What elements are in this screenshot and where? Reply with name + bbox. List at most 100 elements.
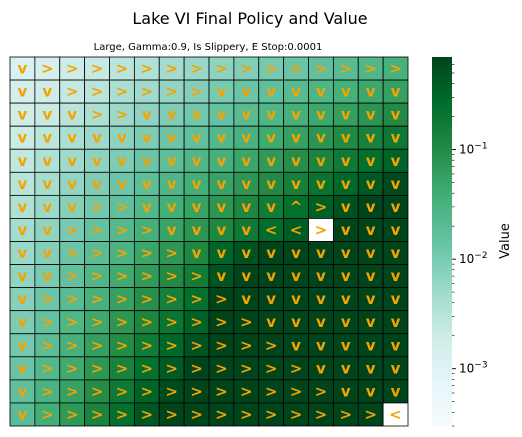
policy-arrow: v (391, 129, 401, 147)
policy-arrow: > (66, 336, 79, 354)
policy-arrow: v (291, 290, 301, 308)
policy-arrow: > (41, 313, 54, 331)
policy-arrow: v (142, 106, 152, 124)
policy-arrow: v (167, 175, 177, 193)
colorbar-tick-label: 10−2 (459, 251, 488, 266)
policy-arrow: > (215, 359, 228, 377)
policy-arrow: > (190, 359, 203, 377)
policy-arrow: > (91, 244, 104, 262)
policy-arrow: v (192, 198, 202, 216)
policy-arrow: > (41, 405, 54, 423)
policy-arrow: v (192, 175, 202, 193)
policy-arrow: > (141, 60, 154, 78)
policy-arrow: > (66, 405, 79, 423)
policy-arrow: > (91, 106, 104, 124)
policy-arrow: > (91, 336, 104, 354)
policy-arrow: > (41, 359, 54, 377)
policy-arrow: > (41, 60, 54, 78)
policy-arrow: > (116, 106, 129, 124)
policy-arrow: > (116, 382, 129, 400)
policy-arrow: > (165, 83, 178, 101)
policy-arrow: v (167, 129, 177, 147)
policy-arrow: > (190, 313, 203, 331)
policy-arrow: v (192, 106, 202, 124)
policy-arrow: > (190, 267, 203, 285)
policy-arrow: v (117, 175, 127, 193)
policy-arrow: v (67, 152, 77, 170)
policy-arrow: v (241, 198, 251, 216)
policy-arrow: > (190, 405, 203, 423)
policy-arrow: v (18, 83, 28, 101)
policy-arrow: > (315, 198, 328, 216)
policy-arrow: > (141, 244, 154, 262)
policy-arrow: > (66, 290, 79, 308)
policy-arrow: v (266, 83, 276, 101)
policy-arrow: v (192, 244, 202, 262)
policy-arrow: > (190, 336, 203, 354)
policy-arrow: v (67, 129, 77, 147)
policy-arrow: > (265, 359, 278, 377)
policy-arrow: v (391, 267, 401, 285)
policy-arrow: v (341, 221, 351, 239)
policy-arrow: > (91, 290, 104, 308)
policy-arrow: < (389, 405, 402, 423)
policy-arrow: > (66, 267, 79, 285)
policy-arrow: v (217, 129, 227, 147)
policy-arrow: v (341, 267, 351, 285)
policy-arrow: v (142, 175, 152, 193)
policy-arrow: > (141, 405, 154, 423)
policy-arrow: v (18, 290, 28, 308)
policy-arrow: v (391, 198, 401, 216)
policy-arrow: v (217, 106, 227, 124)
policy-arrow: v (67, 175, 77, 193)
heatmap-cell (382, 402, 409, 427)
policy-arrow: > (91, 382, 104, 400)
policy-arrow: > (215, 405, 228, 423)
policy-arrow: > (141, 336, 154, 354)
policy-arrow: v (291, 129, 301, 147)
policy-arrow: v (366, 106, 376, 124)
policy-arrow: v (92, 152, 102, 170)
policy-arrow: v (167, 106, 177, 124)
policy-arrow: > (41, 382, 54, 400)
policy-arrow: v (341, 382, 351, 400)
policy-arrow: v (217, 221, 227, 239)
policy-arrow: v (18, 60, 28, 78)
policy-arrow: > (290, 382, 303, 400)
policy-arrow: v (18, 129, 28, 147)
policy-arrow: v (266, 152, 276, 170)
policy-arrow: v (18, 313, 28, 331)
policy-arrow: > (215, 382, 228, 400)
policy-arrow: > (364, 405, 377, 423)
policy-arrow: v (42, 106, 52, 124)
policy-arrow: v (291, 313, 301, 331)
policy-arrow: v (366, 336, 376, 354)
policy-arrow: > (91, 83, 104, 101)
policy-arrow: v (18, 382, 28, 400)
policy-arrow: v (316, 129, 326, 147)
policy-arrow: > (116, 313, 129, 331)
policy-arrow: > (240, 336, 253, 354)
policy-arrow: v (18, 267, 28, 285)
policy-arrow: > (66, 60, 79, 78)
policy-arrow: > (66, 244, 79, 262)
policy-arrow: > (66, 313, 79, 331)
policy-arrow: v (291, 152, 301, 170)
policy-arrow: v (316, 336, 326, 354)
policy-arrow: v (341, 129, 351, 147)
policy-arrow: < (265, 221, 278, 239)
policy-arrow: > (116, 290, 129, 308)
policy-arrow: v (391, 83, 401, 101)
policy-arrow: > (315, 382, 328, 400)
policy-arrow: v (366, 244, 376, 262)
policy-arrow: > (91, 313, 104, 331)
policy-arrow: v (167, 198, 177, 216)
policy-arrow: v (291, 244, 301, 262)
policy-arrow: v (341, 336, 351, 354)
policy-arrow: v (18, 152, 28, 170)
policy-arrow: v (92, 129, 102, 147)
policy-arrow: v (142, 152, 152, 170)
colorbar-tick-label: 10−3 (459, 361, 488, 376)
policy-arrow: v (18, 405, 28, 423)
